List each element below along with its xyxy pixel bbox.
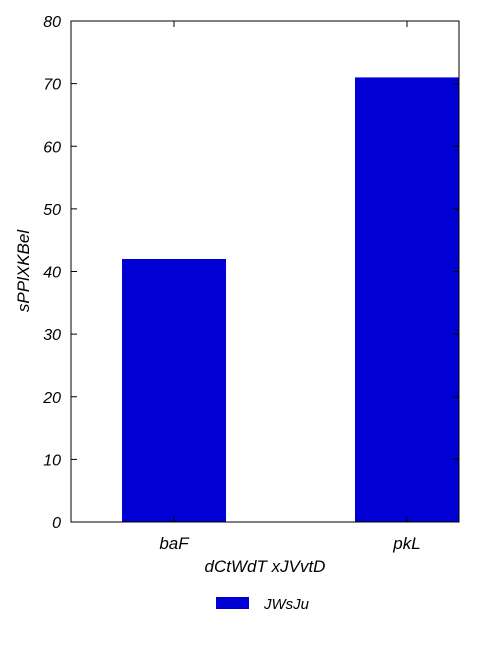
y-axis-label: sPPlXKBel bbox=[14, 229, 33, 312]
y-tick-label: 50 bbox=[43, 202, 61, 219]
x-tick-label: baF bbox=[159, 534, 190, 553]
bar-pkL bbox=[355, 77, 459, 523]
y-tick-label: 80 bbox=[43, 14, 61, 31]
ticks-layer: 0 10 20 30 40 50 60 70 80 baF pkL bbox=[42, 14, 459, 553]
y-tick-label: 40 bbox=[43, 265, 61, 282]
y-tick-label: 20 bbox=[42, 390, 61, 407]
y-tick-label: 0 bbox=[52, 515, 61, 532]
x-tick-label: pkL bbox=[392, 534, 420, 553]
plot-frame bbox=[70, 20, 460, 523]
legend-label: JWsJu bbox=[263, 596, 310, 613]
y-tick-label: 30 bbox=[43, 327, 61, 344]
legend: JWsJu bbox=[216, 596, 310, 613]
bars-layer bbox=[122, 77, 459, 523]
legend-swatch bbox=[216, 597, 249, 609]
y-tick-label: 70 bbox=[43, 77, 61, 94]
x-axis-label: dCtWdT xJVvtD bbox=[205, 557, 326, 576]
y-tick-label: 60 bbox=[43, 139, 61, 156]
y-tick-label: 10 bbox=[43, 452, 61, 469]
bar-baF bbox=[122, 259, 226, 522]
